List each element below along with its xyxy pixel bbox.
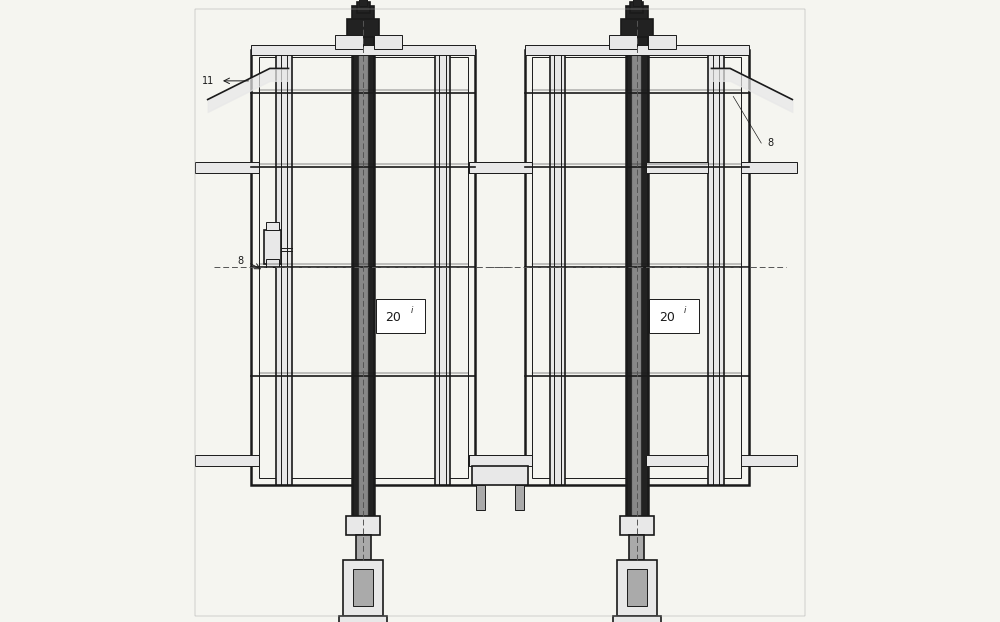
Bar [376, 299, 425, 333]
Bar [266, 259, 279, 267]
Bar [713, 50, 719, 485]
Bar [646, 162, 708, 173]
Bar [195, 455, 259, 466]
Bar [620, 516, 654, 535]
Bar [476, 485, 485, 510]
Text: 8: 8 [768, 138, 774, 148]
Bar [525, 45, 749, 55]
Bar [276, 50, 292, 485]
Bar [356, 535, 371, 560]
Bar [648, 35, 676, 49]
Bar [469, 162, 532, 173]
Bar [621, 19, 653, 37]
Bar [469, 455, 532, 466]
Bar [629, 535, 644, 560]
Bar [435, 50, 450, 485]
Text: 11: 11 [202, 76, 214, 86]
Bar [346, 516, 380, 535]
Bar [359, 0, 367, 6]
Text: 20: 20 [385, 311, 401, 324]
Bar [347, 19, 379, 37]
Bar [617, 560, 657, 616]
Text: 8: 8 [237, 256, 243, 266]
Bar [633, 0, 641, 6]
Bar [468, 455, 524, 466]
Bar [343, 560, 383, 616]
Bar [281, 50, 287, 485]
Bar [339, 616, 387, 622]
Bar [550, 50, 565, 485]
Bar [613, 616, 661, 622]
Bar [708, 50, 724, 485]
Bar [335, 35, 363, 49]
Bar [266, 222, 279, 230]
Text: 20: 20 [659, 311, 675, 324]
Bar [357, 2, 370, 13]
Bar [374, 35, 402, 49]
Bar [626, 6, 648, 50]
Bar [251, 45, 475, 55]
Bar [353, 569, 373, 606]
Bar [609, 35, 637, 49]
Bar [264, 230, 281, 264]
Bar [352, 6, 374, 50]
Text: i: i [684, 306, 686, 315]
Bar [359, 50, 368, 516]
Bar [439, 50, 446, 485]
Bar [472, 466, 528, 485]
Bar [259, 57, 468, 478]
Bar [741, 455, 797, 466]
Bar [632, 50, 641, 516]
Bar [352, 50, 374, 516]
Bar [646, 455, 708, 466]
Text: i: i [410, 306, 413, 315]
Bar [630, 2, 643, 13]
Bar [532, 57, 741, 478]
Bar [741, 162, 797, 173]
Bar [195, 162, 259, 173]
Bar [468, 162, 524, 173]
Bar [626, 50, 648, 516]
Bar [525, 50, 749, 485]
Bar [554, 50, 561, 485]
Bar [627, 569, 647, 606]
Bar [649, 299, 699, 333]
Bar [515, 485, 524, 510]
Bar [251, 50, 475, 485]
